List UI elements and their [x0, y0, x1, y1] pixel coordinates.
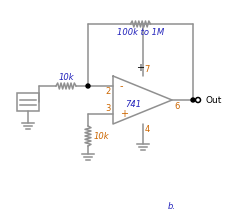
Text: 741: 741 [125, 99, 141, 108]
Circle shape [86, 84, 90, 88]
Text: b.: b. [168, 202, 176, 211]
Text: 100k to 1M: 100k to 1M [117, 28, 164, 37]
Bar [17, 93, 39, 111]
Circle shape [191, 98, 195, 102]
Text: 4: 4 [145, 125, 150, 134]
Circle shape [195, 97, 200, 103]
Text: Out: Out [205, 95, 221, 105]
Text: 6: 6 [174, 102, 179, 111]
Text: 10k: 10k [94, 131, 110, 140]
Text: +: + [120, 109, 128, 119]
Text: 2: 2 [106, 87, 111, 96]
Text: 3: 3 [106, 104, 111, 113]
Text: 7: 7 [145, 65, 150, 74]
Text: +: + [136, 63, 145, 73]
Text: 10k: 10k [58, 73, 74, 82]
Text: -: - [120, 81, 123, 91]
